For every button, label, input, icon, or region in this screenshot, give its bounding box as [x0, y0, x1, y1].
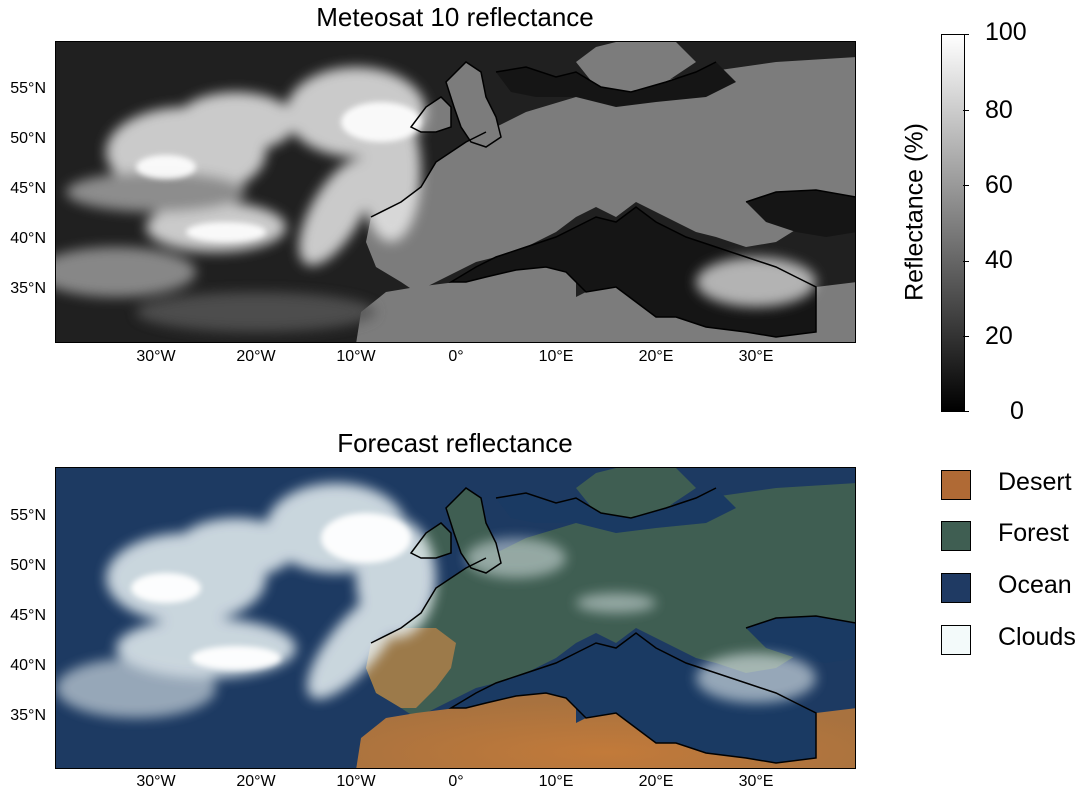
reflectance-colorbar	[941, 34, 965, 412]
top-lat-label: 55°N	[10, 80, 46, 97]
top-lon-label: 0°	[448, 348, 464, 365]
bottom-lat-label: 50°N	[10, 557, 46, 574]
colorbar-tick: 80	[985, 96, 1013, 124]
top-lat-label: 50°N	[10, 130, 46, 147]
colorbar-tick: 100	[985, 18, 1027, 46]
top-lon-label: 30°W	[136, 348, 176, 365]
ocean-swatch	[941, 573, 971, 603]
colorbar-tick: 20	[985, 322, 1013, 350]
legend-label: Clouds	[998, 623, 1076, 651]
forest-swatch	[941, 521, 971, 551]
colorbar-label: Reflectance (%)	[900, 123, 929, 301]
colorbar-tick: 40	[985, 246, 1013, 274]
bottom-lon-label: 30°E	[738, 773, 774, 790]
bottom-lat-label: 35°N	[10, 707, 46, 724]
legend-label: Desert	[998, 468, 1072, 496]
bottom-lat-label: 55°N	[10, 507, 46, 524]
bottom-lon-label: 20°E	[638, 773, 674, 790]
top-lon-label: 10°W	[336, 348, 376, 365]
bottom-lat-label: 45°N	[10, 607, 46, 624]
top-lon-label: 20°E	[638, 348, 674, 365]
bottom-map-panel	[55, 467, 856, 769]
bottom-map-title: Forecast reflectance	[337, 428, 573, 458]
top-lat-label: 35°N	[10, 280, 46, 297]
top-lat-label: 40°N	[10, 230, 46, 247]
top-map-image	[56, 42, 855, 342]
bottom-map-image	[56, 468, 855, 768]
top-lon-label: 30°E	[738, 348, 774, 365]
top-map-panel	[55, 41, 856, 343]
bottom-lon-label: 10°W	[336, 773, 376, 790]
desert-swatch	[941, 470, 971, 500]
bottom-lat-label: 40°N	[10, 657, 46, 674]
bottom-lon-label: 30°W	[136, 773, 176, 790]
top-lon-label: 10°E	[538, 348, 574, 365]
legend-label: Forest	[998, 519, 1069, 547]
colorbar-tick: 0	[1010, 397, 1024, 425]
clouds-swatch	[941, 625, 971, 655]
top-lon-label: 20°W	[236, 348, 276, 365]
colorbar-tick: 60	[985, 171, 1013, 199]
legend-label: Ocean	[998, 571, 1072, 599]
bottom-lon-label: 10°E	[538, 773, 574, 790]
top-map-title: Meteosat 10 reflectance	[316, 2, 594, 32]
top-lat-label: 45°N	[10, 180, 46, 197]
bottom-lon-label: 20°W	[236, 773, 276, 790]
bottom-lon-label: 0°	[448, 773, 464, 790]
